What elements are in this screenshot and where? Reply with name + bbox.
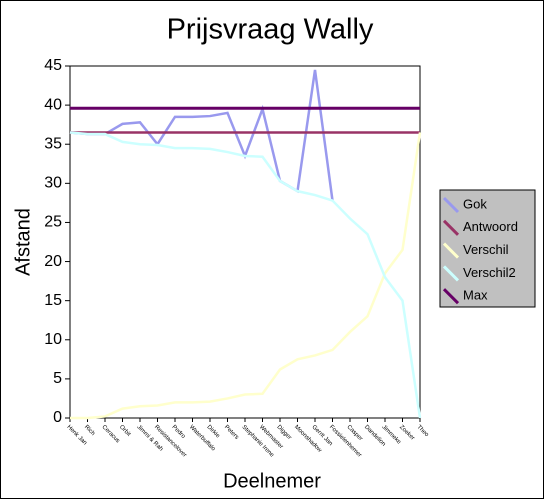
y-tick-label: 0 (53, 409, 62, 426)
legend-label: Gok (463, 196, 487, 211)
y-tick-label: 20 (44, 253, 62, 270)
legend-swatch (442, 288, 460, 305)
chart-title: Prijsvraag Wally (167, 14, 374, 46)
y-tick-label: 10 (44, 331, 62, 348)
legend-swatch (442, 265, 460, 282)
plot-area (69, 65, 421, 419)
y-tick-label: 35 (44, 135, 62, 152)
legend-swatch (442, 242, 460, 259)
y-tick-label: 15 (44, 292, 62, 309)
legend-label: Verschil (463, 242, 509, 257)
y-tick-label: 5 (53, 370, 62, 387)
legend-swatch (442, 196, 460, 214)
y-tick-label: 40 (44, 96, 62, 113)
legend-label: Antwoord (463, 219, 518, 234)
legend-swatch (442, 219, 460, 236)
legend-label: Max (463, 288, 488, 303)
series-line (70, 132, 422, 420)
series-line (69, 131, 422, 419)
y-tick-label: 30 (44, 175, 62, 192)
y-tick-label: 45 (44, 57, 62, 74)
y-tick-label: 25 (44, 214, 62, 231)
y-axis-label: Afstand (12, 208, 34, 276)
x-axis-label: Deelnemer (223, 470, 321, 492)
legend-label: Verschil2 (463, 265, 516, 280)
